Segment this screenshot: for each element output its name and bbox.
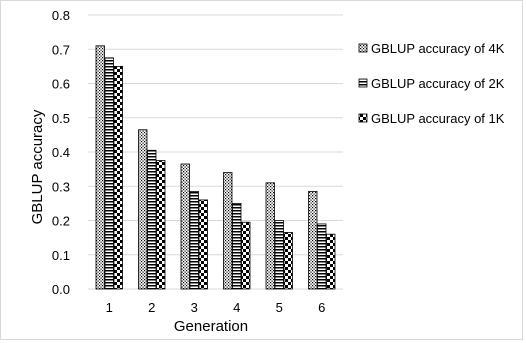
x-tick-labels: 1 2 3 4 5 6 [106, 300, 326, 315]
x-tick-label: 4 [233, 300, 240, 315]
bar-checker [113, 65, 123, 290]
gridlines [88, 14, 343, 290]
x-axis-label: Generation [174, 318, 248, 335]
bars [95, 45, 336, 290]
legend-label: GBLUP accuracy of 2K [371, 76, 505, 91]
y-tick-label: 0.7 [52, 42, 70, 57]
y-tick-label: 0.8 [52, 8, 70, 23]
bar-horizontal-lines [274, 220, 284, 290]
legend-label: GBLUP accuracy of 1K [371, 111, 505, 126]
legend-swatch [358, 78, 368, 88]
y-tick-label: 0.4 [52, 145, 70, 160]
legend-label: GBLUP accuracy of 4K [371, 41, 505, 56]
bar-horizontal-lines [104, 57, 114, 290]
x-tick-label: 3 [191, 300, 198, 315]
bar-checker [198, 199, 208, 290]
legend-swatch [358, 43, 368, 53]
y-tick-label: 0.5 [52, 111, 70, 126]
bar-checker [326, 233, 336, 290]
y-tick-label: 0.0 [52, 282, 70, 297]
bar-dotted [265, 182, 275, 290]
bar-checker [156, 160, 166, 290]
x-tick-label: 1 [106, 300, 113, 315]
bar-dotted [95, 45, 105, 290]
bar-dotted [180, 163, 190, 290]
y-tick-label: 0.1 [52, 248, 70, 263]
legend-swatch [358, 113, 368, 123]
x-tick-label: 5 [276, 300, 283, 315]
y-tick-label: 0.2 [52, 214, 70, 229]
bar-checker [283, 232, 293, 290]
bar-dotted [138, 129, 148, 290]
bar-dotted [223, 172, 233, 290]
bar-horizontal-lines [147, 149, 157, 290]
y-tick-label: 0.3 [52, 179, 70, 194]
x-tick-label: 2 [148, 300, 155, 315]
bar-dotted [308, 190, 318, 290]
bar-checker [241, 221, 251, 290]
bar-horizontal-lines [232, 202, 242, 290]
y-tick-label: 0.6 [52, 77, 70, 92]
x-tick-label: 6 [318, 300, 325, 315]
y-tick-labels: 0.0 0.1 0.2 0.3 0.4 0.5 0.6 0.7 0.8 [52, 8, 70, 297]
bar-horizontal-lines [189, 190, 199, 290]
bar-horizontal-lines [317, 223, 327, 290]
y-axis-label: GBLUP accuracy [29, 109, 46, 224]
legend: GBLUP accuracy of 4K GBLUP accuracy of 2K… [358, 41, 505, 126]
